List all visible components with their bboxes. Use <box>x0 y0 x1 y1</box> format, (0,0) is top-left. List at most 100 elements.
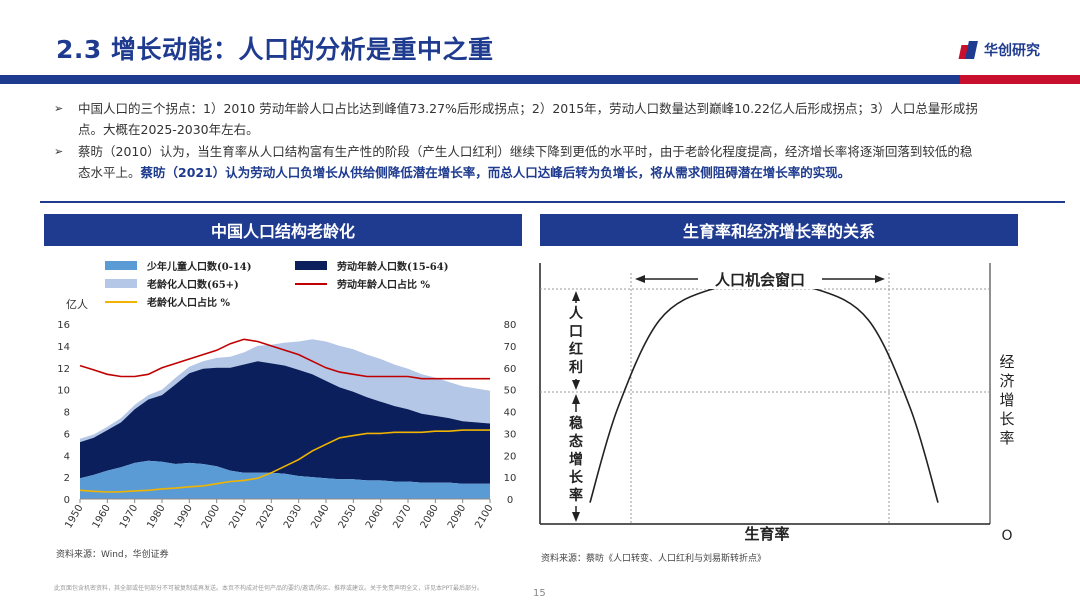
x-tick-label: 2090 <box>446 503 468 531</box>
legend-item-working: 劳动年龄人口数(15-64) <box>295 258 448 273</box>
page-number: 15 <box>533 588 546 599</box>
page-title: 2.3 增长动能：人口的分析是重中之重 <box>56 35 494 64</box>
legend-item-youth: 少年儿童人口数(0-14) <box>105 258 252 273</box>
y-tick-label: 16 <box>57 320 70 331</box>
y-axis-label-char: 经 <box>999 353 1014 371</box>
dividend-label-bg <box>565 303 587 379</box>
legend-label: 老龄化人口数(65+) <box>147 280 239 291</box>
y2-tick-label: 40 <box>504 408 517 419</box>
area-series-少年儿童人口数(0-14) <box>80 460 490 499</box>
legend-swatch <box>105 300 137 303</box>
bullet-item: ➢ 中国人口的三个拐点：1）2010 劳动年龄人口占比达到峰值73.27%后形成… <box>54 98 984 140</box>
area-series-老龄化人口数(65+) <box>80 339 490 443</box>
logo-text: 华创研究 <box>984 43 1040 59</box>
y2-tick-label: 60 <box>504 364 517 375</box>
bullet-list: ➢ 中国人口的三个拐点：1）2010 劳动年龄人口占比达到峰值73.27%后形成… <box>54 98 984 184</box>
y2-tick-label: 70 <box>504 342 517 353</box>
bullet-text: 中国人口的三个拐点：1）2010 劳动年龄人口占比达到峰值73.27%后形成拐点… <box>78 101 978 137</box>
legend-item-working-share: 劳动年龄人口占比 % <box>295 276 430 291</box>
line-series-老龄化人口占比 % <box>79 429 490 493</box>
legend-item-elderly: 老龄化人口数(65+) <box>105 276 239 291</box>
bullet-emphasis: 蔡昉（2021）认为劳动人口负增长从供给侧降低潜在增长率，而总人口达峰后转为负增… <box>140 165 851 180</box>
y2-tick-label: 10 <box>504 473 517 484</box>
bullet-arrow-icon: ➢ <box>54 102 64 115</box>
y-tick-label: 2 <box>64 473 70 484</box>
x-tick-label: 2070 <box>391 503 413 531</box>
dividend-label-char: 人 <box>569 305 584 322</box>
steady-label-char: 长 <box>569 469 584 486</box>
y-axis-label-char: 济 <box>999 372 1014 390</box>
bullet-item: ➢ 蔡昉（2010）认为，当生育率从人口结构富有生产性的阶段（产生人口红利）继续… <box>54 141 984 183</box>
y-tick-label: 8 <box>64 408 70 419</box>
dividend-label-char: 利 <box>569 359 583 376</box>
x-tick-label: 2000 <box>200 503 222 531</box>
x-tick-label: 1990 <box>173 503 195 531</box>
y2-tick-label: 80 <box>504 320 517 331</box>
steady-arrow-top-head <box>572 394 580 404</box>
x-tick-label: 1950 <box>63 503 85 531</box>
x-tick-label: 2060 <box>364 503 386 531</box>
x-axis-label: 生育率 <box>744 525 789 543</box>
steady-label-char: 率 <box>569 487 583 504</box>
x-tick-label: 2100 <box>473 503 495 531</box>
y-axis-label-char: 长 <box>999 410 1014 428</box>
y2-tick-label: 20 <box>504 451 517 462</box>
y2-tick-label: 30 <box>504 429 517 440</box>
company-logo: 华创研究 <box>958 40 1040 60</box>
bullet-text: 蔡昉（2010）认为，当生育率从人口结构富有生产性的阶段（产生人口红利）继续下降… <box>78 144 973 180</box>
dividend-label-char: 红 <box>569 341 583 358</box>
left-source: 资料来源：Wind，华创证券 <box>56 550 169 560</box>
legend-item-elderly-share: 老龄化人口占比 % <box>105 294 230 309</box>
steady-label-bg <box>565 412 587 506</box>
x-tick-label: 2020 <box>255 503 277 531</box>
x-tick-label: 2010 <box>227 503 249 531</box>
dividend-arrow-bottom-head <box>572 380 580 390</box>
x-tick-label: 2030 <box>282 503 304 531</box>
legend-label: 老龄化人口占比 % <box>147 298 230 309</box>
legend-swatch <box>295 261 327 270</box>
window-label-bg <box>698 269 822 289</box>
y-tick-label: 14 <box>57 342 70 353</box>
left-panel-heading: 中国人口结构老龄化 <box>44 214 522 246</box>
steady-arrow-bottom-head <box>572 512 580 522</box>
window-arrow-left-head <box>635 275 645 283</box>
legend-label: 劳动年龄人口占比 % <box>337 280 430 291</box>
bullet-arrow-icon: ➢ <box>54 145 64 158</box>
window-arrow-right-head <box>875 275 885 283</box>
y-tick-label: 12 <box>57 364 70 375</box>
y-tick-label: 0 <box>64 495 70 506</box>
y2-tick-label: 50 <box>504 386 517 397</box>
left-axis-unit: 亿人 <box>66 298 88 311</box>
legend-swatch <box>105 261 137 270</box>
legend-swatch <box>295 282 327 285</box>
logo-icon <box>958 41 980 59</box>
line-series-劳动年龄人口占比 % <box>79 338 490 380</box>
x-tick-label: 1980 <box>145 503 167 531</box>
disclaimer: 此页面包含机密资料，其全部或任何部分不可被复制或再发送。本页不构成对任何产品的要… <box>54 585 483 592</box>
x-tick-label: 1960 <box>91 503 113 531</box>
dividend-arrow-top-head <box>572 291 580 301</box>
x-tick-label: 2080 <box>419 503 441 531</box>
x-tick-label: 2040 <box>309 503 331 531</box>
y-tick-label: 6 <box>64 429 70 440</box>
section-divider <box>40 201 1065 203</box>
y-tick-label: 10 <box>57 386 70 397</box>
x-tick-label: 1970 <box>118 503 140 531</box>
legend-label: 劳动年龄人口数(15-64) <box>337 262 449 273</box>
legend-swatch <box>105 279 137 288</box>
x-tick-label: 2050 <box>337 503 359 531</box>
origin-label: O <box>1001 528 1012 544</box>
growth-curve <box>589 285 939 503</box>
steady-label-char: 稳 <box>569 415 583 432</box>
dividend-label-char: 口 <box>569 324 583 340</box>
header-bar-accent <box>960 75 1080 84</box>
steady-label-char: 增 <box>569 451 583 468</box>
right-source: 资料来源：蔡昉《人口转变、人口红利与刘易斯转折点》 <box>541 554 767 564</box>
steady-label-char: 态 <box>569 433 583 450</box>
area-series-劳动年龄人口数(15-64) <box>80 361 490 484</box>
y-tick-label: 4 <box>64 451 70 462</box>
right-panel-heading: 生育率和经济增长率的关系 <box>540 214 1018 246</box>
header-bar <box>0 75 1080 84</box>
